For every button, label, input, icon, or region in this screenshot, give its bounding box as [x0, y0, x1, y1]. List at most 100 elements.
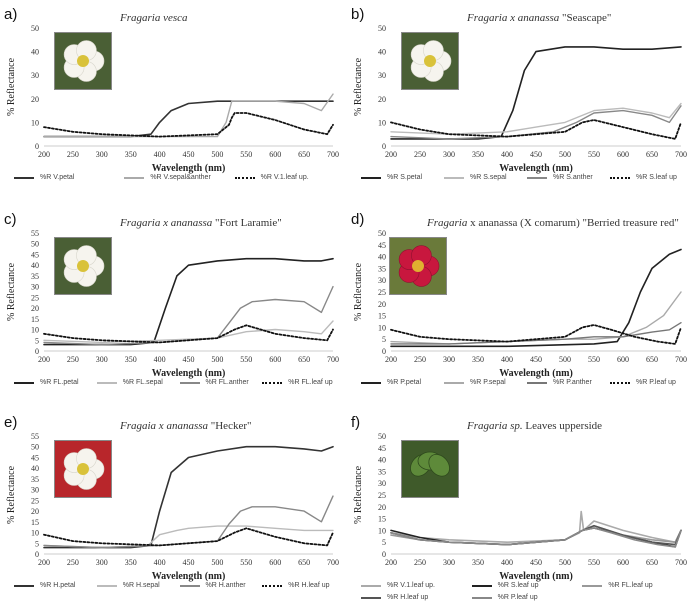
x-tick-label: 250 [67, 150, 79, 159]
series-line [390, 105, 682, 140]
legend-swatch [361, 596, 381, 599]
y-tick-label: 15 [31, 315, 39, 324]
x-tick-label: 700 [675, 558, 687, 567]
panel-c: c) Fragaria x ananassa "Fort Laramie" 0 5 10… [0, 205, 347, 405]
y-tick-label: 55 [31, 229, 39, 238]
x-axis-title: Wavelength (nm) [499, 571, 573, 582]
legend-label: %R H.anther [205, 582, 246, 589]
chart-title-italic: Fragaria x ananassa [120, 217, 213, 229]
legend-label: %R V.1.leaf up. [387, 582, 435, 589]
y-tick-label: 5 [35, 539, 39, 548]
x-tick-label: 400 [501, 355, 513, 364]
panel-f: f) Fragaria sp. Leaves upperside 0 5 10 15 20 2… [347, 408, 695, 613]
x-tick-label: 200 [38, 558, 50, 567]
legend-item: %R P.petal [361, 379, 421, 386]
y-tick-label: 20 [31, 304, 39, 313]
y-tick-label: 35 [378, 467, 386, 476]
y-axis-title: % Reflectance [353, 262, 364, 321]
y-tick-label: 40 [31, 464, 39, 473]
x-axis-title: Wavelength (nm) [152, 163, 226, 174]
chart-title-rest: x ananassa (X comarum) "Berried treasure… [467, 217, 679, 229]
legend-swatch [234, 176, 255, 179]
panel-letter: f) [351, 414, 361, 431]
legend-swatch [471, 596, 492, 599]
x-tick-label: 500 [559, 150, 571, 159]
legend-swatch [444, 176, 464, 179]
y-tick-label: 40 [31, 261, 39, 270]
x-tick-label: 700 [675, 355, 687, 364]
series-line [390, 510, 682, 543]
x-tick-label: 350 [472, 558, 484, 567]
x-tick-label: 200 [38, 150, 50, 159]
legend-item: %R H.sepal [96, 582, 160, 589]
legend-label: %R S.petal [387, 174, 423, 181]
legend-item: %R FL.anther [179, 379, 249, 386]
series-line [390, 322, 682, 345]
legend-swatch [124, 176, 145, 179]
series-line [390, 527, 682, 548]
x-tick-label: 600 [617, 150, 629, 159]
x-tick-label: 500 [211, 355, 223, 364]
legend-swatch [361, 381, 381, 384]
y-tick-label: 40 [31, 48, 39, 57]
y-tick-label: 25 [378, 288, 386, 297]
panel-letter: e) [4, 414, 18, 431]
legend-label: %R FL.leaf up [288, 379, 333, 386]
specimen-photo [54, 440, 112, 498]
legend-item: %R P.leaf up [471, 594, 538, 601]
x-tick-label: 250 [67, 558, 79, 567]
x-tick-label: 250 [414, 150, 426, 159]
y-tick-label: 5 [382, 538, 386, 547]
x-tick-label: 450 [530, 150, 542, 159]
legend: %R FL.petal %R FL.sepal %R FL.anther %R FL.… [8, 379, 339, 407]
legend-label: %R H.leaf up [387, 594, 429, 601]
chart-title: Fragaria x ananassa (X comarum) "Berried… [427, 217, 679, 229]
y-tick-label: 10 [31, 529, 39, 538]
x-tick-label: 500 [559, 558, 571, 567]
legend-swatch [179, 584, 200, 587]
x-tick-label: 550 [588, 558, 600, 567]
legend-swatch [471, 584, 492, 587]
y-tick-label: 20 [31, 507, 39, 516]
y-tick-label: 10 [31, 326, 39, 335]
legend-item: %R H.leaf up [361, 594, 428, 601]
legend-swatch [610, 381, 630, 384]
chart-title: Fragaria x ananassa "Seascape" [467, 12, 611, 24]
y-tick-label: 30 [378, 276, 386, 285]
x-tick-label: 600 [269, 150, 281, 159]
x-tick-label: 450 [183, 558, 195, 567]
y-tick-label: 35 [31, 475, 39, 484]
legend-label: %R P.leaf up [497, 594, 538, 601]
legend-item: %R V.sepal&anther [124, 174, 211, 181]
panel-a: a) Fragaria vesca 0 10 20 30 40 50 200 250 300 350 4… [0, 0, 347, 200]
legend-label: %R H.petal [40, 582, 76, 589]
x-tick-label: 650 [298, 150, 310, 159]
panel-letter: d) [351, 211, 365, 228]
y-tick-label: 45 [378, 444, 386, 453]
x-tick-label: 250 [414, 355, 426, 364]
legend: %R V.petal %R V.sepal&anther %R V.1.leaf u… [8, 174, 339, 202]
y-tick-label: 45 [378, 241, 386, 250]
y-tick-label: 50 [378, 24, 386, 33]
x-tick-label: 250 [414, 558, 426, 567]
y-tick-label: 25 [378, 491, 386, 500]
legend-item: %R S.leaf up [610, 174, 677, 181]
x-tick-label: 500 [211, 150, 223, 159]
y-axis-title: % Reflectance [6, 262, 17, 321]
legend-item: %R S.petal [361, 174, 422, 181]
series-line [43, 525, 334, 549]
panel-letter: b) [351, 6, 365, 23]
legend-label: %R S.sepal [470, 174, 507, 181]
chart-svg: 0 5 10 15 20 25 30 35 40 45 50 200 250 300 350 400 450 50… [353, 229, 687, 379]
specimen-photo [54, 237, 112, 295]
x-tick-label: 550 [588, 150, 600, 159]
panel-b: b) Fragaria x ananassa "Seascape" 0 10 20 30 4… [347, 0, 695, 200]
specimen-photo [389, 237, 447, 295]
legend-swatch [262, 584, 283, 587]
legend-swatch [14, 381, 34, 384]
y-tick-label: 5 [35, 336, 39, 345]
x-tick-label: 650 [646, 558, 658, 567]
legend-item: %R S.anther [527, 174, 593, 181]
